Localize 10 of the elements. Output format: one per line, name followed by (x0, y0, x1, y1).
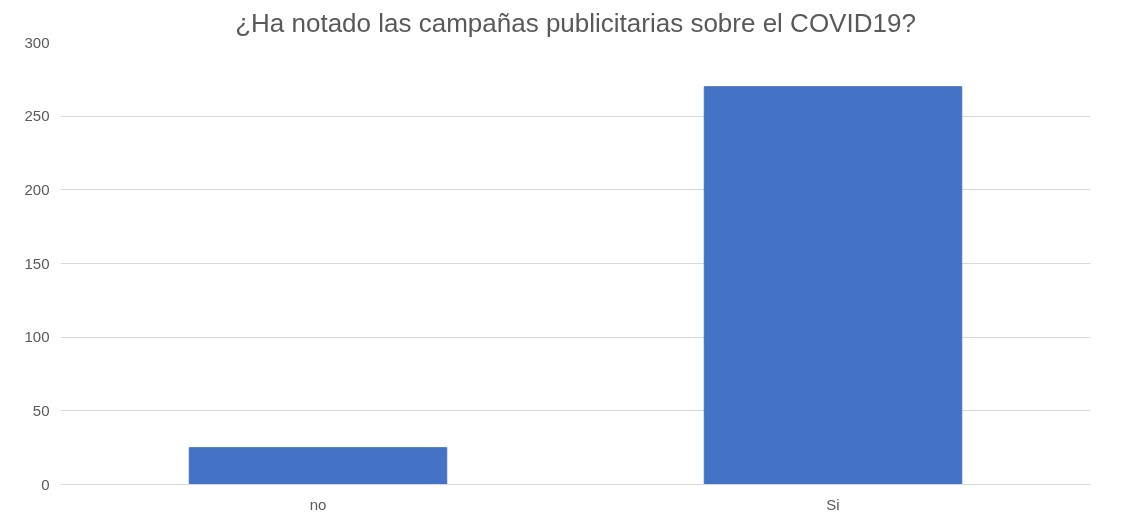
x-tick-label: no (309, 495, 327, 513)
y-tick-label: 50 (32, 401, 50, 419)
y-tick-label: 0 (41, 475, 50, 493)
x-tick-label: Si (826, 495, 840, 513)
chart-title: ¿Ha notado las campañas publicitarias sobre el COVID19? (235, 7, 916, 38)
y-tick-label: 200 (24, 180, 50, 198)
y-tick-label: 250 (24, 107, 50, 125)
y-tick-label: 100 (24, 328, 50, 346)
y-tick-label: 150 (24, 254, 50, 272)
y-tick-label: 300 (24, 33, 50, 51)
